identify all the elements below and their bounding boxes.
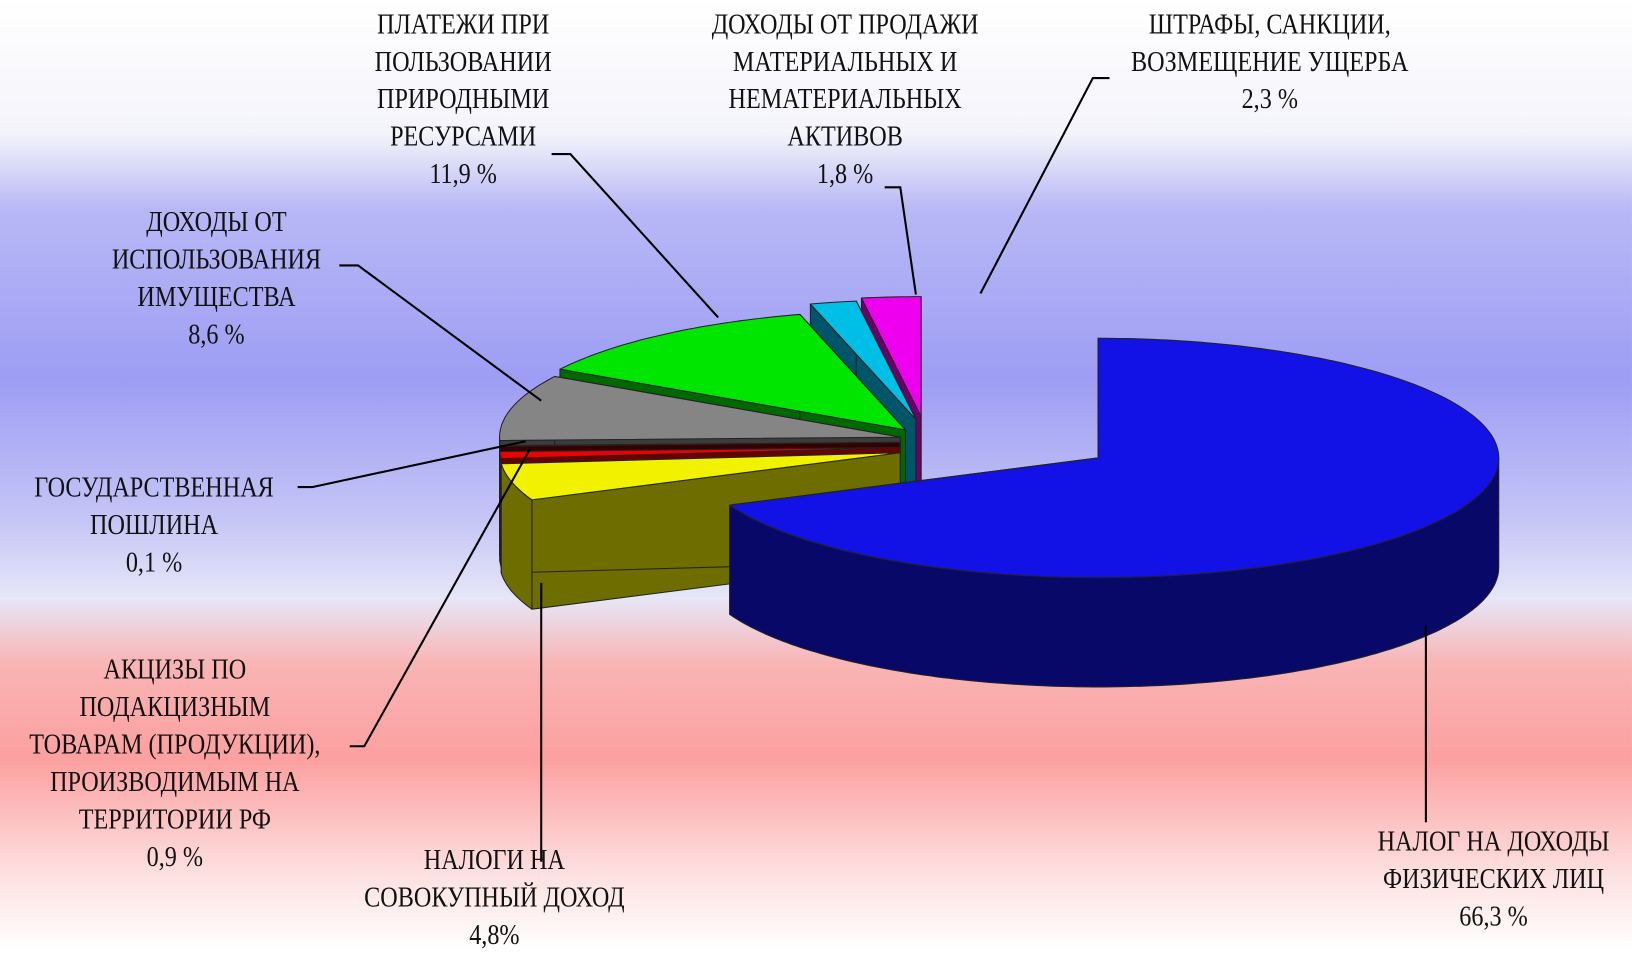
value-label: 4,8%	[306, 916, 682, 953]
category-label: ДОХОДЫ ОТ ИСПОЛЬЗОВАНИЯ ИМУЩЕСТВА	[29, 203, 405, 315]
value-label: 1,8 %	[657, 155, 1033, 192]
value-label: 0,9 %	[0, 838, 363, 875]
leader-line	[885, 187, 916, 294]
category-label: ШТРАФЫ, САНКЦИИ, ВОЗМЕЩЕНИЕ УЩЕРБА	[1082, 5, 1458, 80]
category-label: ГОСУДАРСТВЕННАЯ ПОШЛИНА	[0, 468, 342, 543]
category-label: ПЛАТЕЖИ ПРИ ПОЛЬЗОВАНИИ ПРИРОДНЫМИ РЕСУР…	[275, 5, 651, 155]
value-label: 0,1 %	[0, 543, 342, 580]
data-label: ПЛАТЕЖИ ПРИ ПОЛЬЗОВАНИИ ПРИРОДНЫМИ РЕСУР…	[275, 5, 651, 192]
value-label: 8,6 %	[29, 315, 405, 352]
data-label: ДОХОДЫ ОТ ПРОДАЖИ МАТЕРИАЛЬНЫХ И НЕМАТЕР…	[657, 5, 1033, 192]
category-label: НАЛОГ НА ДОХОДЫ ФИЗИЧЕСКИХ ЛИЦ	[1306, 822, 1632, 897]
category-label: АКЦИЗЫ ПО ПОДАКЦИЗНЫМ ТОВАРАМ (ПРОДУКЦИИ…	[0, 651, 363, 838]
category-label: ДОХОДЫ ОТ ПРОДАЖИ МАТЕРИАЛЬНЫХ И НЕМАТЕР…	[657, 5, 1033, 155]
value-label: 2,3 %	[1082, 80, 1458, 117]
data-label: АКЦИЗЫ ПО ПОДАКЦИЗНЫМ ТОВАРАМ (ПРОДУКЦИИ…	[0, 651, 363, 876]
value-label: 66,3 %	[1306, 897, 1632, 934]
value-label: 11,9 %	[275, 155, 651, 192]
